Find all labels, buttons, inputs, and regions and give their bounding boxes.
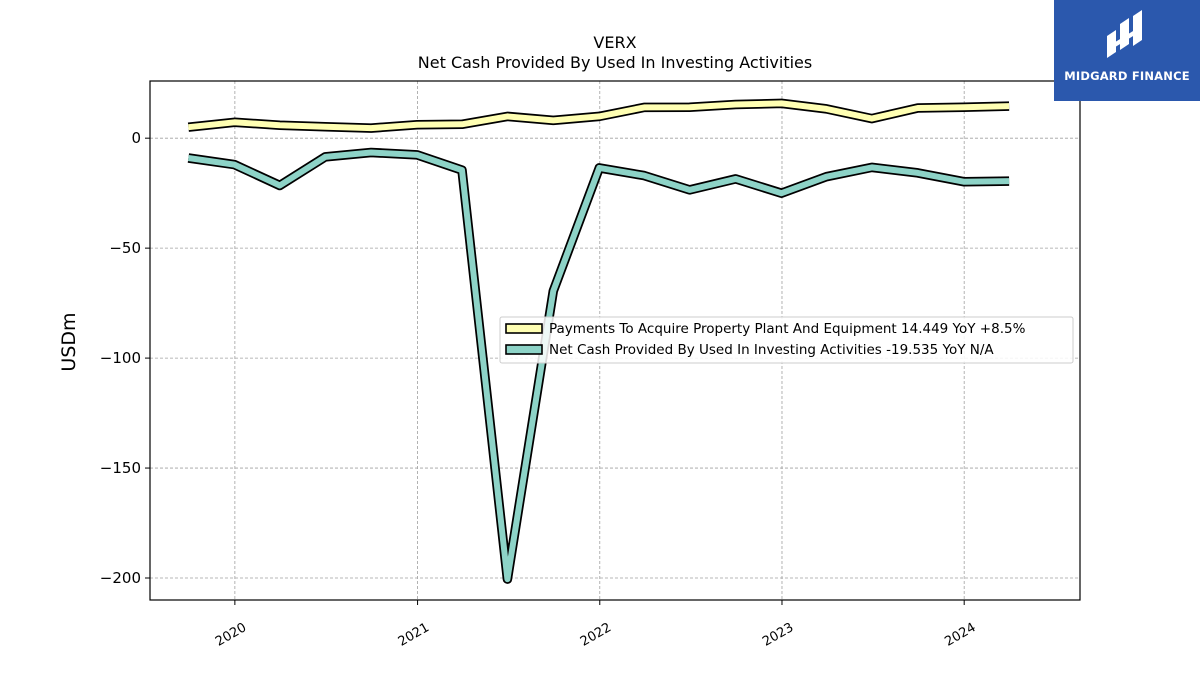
- logo-text: MIDGARD FINANCE: [1064, 69, 1190, 83]
- legend-swatch-ppe: [505, 323, 543, 334]
- y-tick-label: −200: [100, 569, 141, 587]
- chart-title: VERX: [593, 33, 636, 52]
- x-tick-label: 2022: [578, 620, 614, 650]
- x-tick-label: 2023: [760, 620, 796, 650]
- series-1-outline: [187, 147, 1010, 584]
- series-0-line: [188, 100, 1010, 132]
- x-tick-label: 2024: [942, 620, 978, 650]
- legend-label-ppe: Payments To Acquire Property Plant And E…: [549, 321, 1026, 337]
- plot-frame: [149, 80, 1081, 601]
- legend: Payments To Acquire Property Plant And E…: [499, 316, 1074, 364]
- x-tick-label: 2020: [213, 620, 249, 650]
- y-tick-label: 0: [131, 129, 141, 147]
- y-tick-label: −100: [100, 349, 141, 367]
- chart-subtitle: Net Cash Provided By Used In Investing A…: [418, 53, 812, 72]
- x-tick-label: 2021: [396, 620, 432, 650]
- y-tick-label: −150: [100, 459, 141, 477]
- y-tick-label: −50: [109, 239, 141, 257]
- series-layer: [187, 98, 1010, 584]
- mf-monogram-icon: [1107, 10, 1142, 58]
- y-axis-label: USDm: [58, 312, 80, 371]
- series-1-line: [187, 149, 1010, 583]
- midgard-finance-logo: MIDGARD FINANCE: [1054, 0, 1200, 101]
- legend-box: [499, 316, 1074, 364]
- legend-label-investing: Net Cash Provided By Used In Investing A…: [549, 342, 994, 358]
- legend-swatch-investing: [505, 344, 543, 355]
